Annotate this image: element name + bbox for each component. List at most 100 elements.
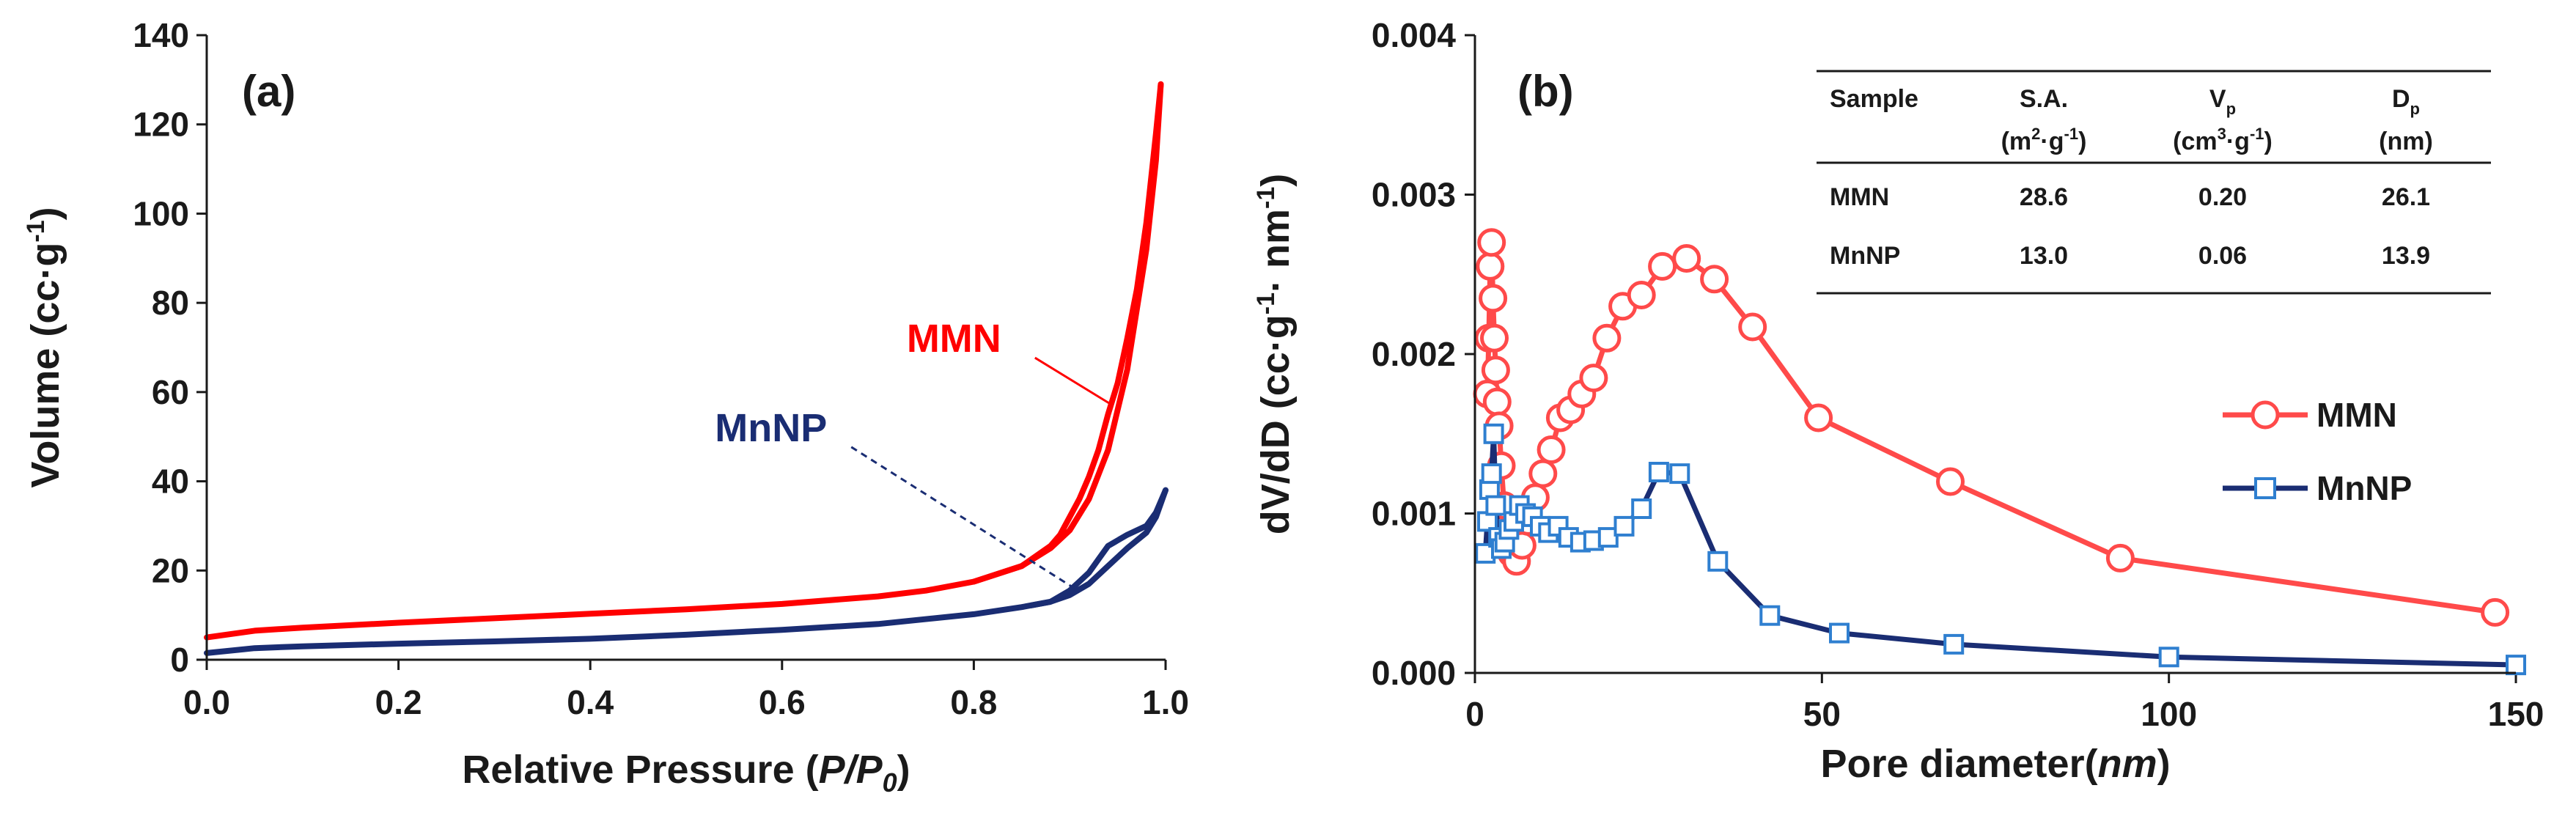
mmn-data-point [1700, 265, 1729, 294]
mnnp-adsorption-curve [204, 487, 1169, 656]
mmn-data-point [1537, 435, 1566, 464]
panel-a-y-tick-label: 20 [152, 551, 189, 589]
table-row-mmn-sa: 28.6 [2020, 183, 2068, 211]
table-row-mnnp-vp: 0.06 [2198, 242, 2247, 270]
panel-a-x-tick-label: 0.2 [375, 683, 422, 721]
panel-a-x-tick-label: 0.8 [950, 683, 997, 721]
panel-b-x-tick-label: 100 [2141, 695, 2197, 733]
vp-sub: p [2226, 100, 2236, 118]
mnnp-annotation-label: MnNP [715, 406, 827, 450]
panel-a-ylabel-sup: -1 [22, 220, 50, 242]
panel-b-ylabel-close: ) [1254, 174, 1298, 187]
panel-a-xlabel-sub: 0 [883, 767, 897, 798]
mnnp-data-point [1943, 633, 1965, 655]
sa-unit-sup2: -1 [2064, 125, 2079, 143]
legend-mmn-marker [2251, 400, 2280, 430]
mmn-data-point [1481, 356, 1510, 385]
vp-main: V [2209, 85, 2226, 113]
legend-mmn-label: MMN [2316, 396, 2397, 434]
panel-b-x-axis-title: Pore diameter(nm) [1820, 742, 2170, 786]
mmn-data-point [1528, 459, 1558, 488]
mmn-data-point [1479, 284, 1508, 313]
panel-a-y-tick-label: 40 [152, 463, 189, 501]
mmn-data-point [1648, 251, 1677, 281]
panel-a-x-tick-label: 0.0 [183, 683, 230, 721]
mnnp-desorption-curve [1028, 487, 1169, 608]
mmn-data-point [1804, 403, 1833, 432]
mnnp-data-point [1631, 498, 1652, 519]
panel-a-ticks: 0.0 0.2 0.4 0.6 0.8 1.0 0 20 40 60 80 100 120 140 [133, 16, 1189, 721]
panel-b-ylabel-mid: · nm [1254, 209, 1298, 292]
mnnp-data-point [1597, 527, 1619, 548]
table-header-dp-unit: (nm) [2379, 128, 2433, 155]
panel-a-curves [204, 81, 1169, 656]
legend-mnnp-marker [2254, 477, 2276, 499]
sa-unit-sup1: 2 [2031, 125, 2040, 143]
mnnp-data-point [1829, 622, 1850, 644]
panel-b-ticks: 0 50 100 150 0.000 0.001 0.002 0.003 0.004 [1372, 16, 2544, 733]
table-header-vp-unit: (cm3·g-1) [2173, 125, 2273, 155]
panel-b-y-axis-title: dV/dD (cc·g-1· nm-1) [1252, 174, 1298, 534]
panel-b-xlabel-italic: nm [2098, 742, 2157, 786]
mnnp-data-point [1759, 605, 1781, 626]
mmn-data-point [1738, 312, 1767, 342]
panel-b-pore-size-chart: 0 50 100 150 0.000 0.001 0.002 0.003 0.004 (b) S… [1252, 16, 2544, 786]
panel-a-y-tick-label: 120 [133, 106, 189, 144]
properties-table: Sample S.A. (m2·g-1) Vp (cm3·g-1) Dp (nm… [1817, 70, 2491, 295]
panel-b-y-tick-label: 0.003 [1372, 176, 1456, 214]
table-row-mnnp-sa: 13.0 [2020, 242, 2068, 270]
dp-main: D [2392, 85, 2410, 113]
sa-unit-open: (m [2001, 128, 2032, 155]
panel-b-xlabel-text: Pore diameter( [1820, 742, 2097, 786]
panel-b-xlabel-close: ) [2157, 742, 2171, 786]
panel-a-xlabel-text: Relative Pressure ( [462, 748, 818, 792]
table-row-mmn-dp: 26.1 [2382, 183, 2430, 211]
panel-a-x-tick-label: 1.0 [1142, 683, 1189, 721]
panel-a-isotherm-chart: 0.0 0.2 0.4 0.6 0.8 1.0 0 20 40 60 80 100 120 140 (a)… [22, 16, 1189, 798]
table-header-dp: Dp [2392, 85, 2420, 118]
panel-b-ylabel-text: dV/dD (cc·g [1254, 314, 1298, 534]
mnnp-data-point [1481, 463, 1502, 485]
table-row-mnnp-dp: 13.9 [2382, 242, 2430, 270]
panel-a-ylabel-close: ) [23, 207, 67, 220]
mnnp-data-point [1707, 551, 1729, 572]
panel-b-ylabel-sup2: -1 [1252, 187, 1280, 209]
panel-a-x-tick-label: 0.6 [759, 683, 806, 721]
panel-b-x-tick-label: 150 [2488, 695, 2544, 733]
panel-b-x-tick-label: 0 [1465, 695, 1484, 733]
table-header-sa: S.A. [2020, 85, 2068, 113]
panel-b-y-tick-label: 0.000 [1372, 654, 1456, 692]
vp-unit-mid: ·g [2226, 128, 2250, 155]
panel-a-x-tick-label: 0.4 [567, 683, 614, 721]
panel-a-y-tick-label: 80 [152, 284, 189, 322]
mnnp-data-point [1613, 515, 1635, 537]
mnnp-pointer-line [850, 446, 1075, 589]
mmn-annotation-label: MMN [907, 317, 1001, 361]
dp-sub: p [2410, 100, 2420, 118]
panel-b-y-tick-label: 0.002 [1372, 335, 1456, 373]
panel-a-y-tick-label: 60 [152, 373, 189, 411]
mnnp-data-point [1648, 462, 1669, 482]
panel-b-curves [1473, 228, 2526, 676]
panel-a-y-tick-label: 0 [170, 641, 189, 679]
panel-a-label: (a) [242, 67, 295, 116]
table-header-sample: Sample [1830, 85, 1918, 113]
legend-mnnp-label: MnNP [2316, 469, 2412, 507]
panel-b-x-tick-label: 50 [1803, 695, 1841, 733]
mmn-data-point [1579, 364, 1608, 393]
panel-a-x-axis-title: Relative Pressure (P/P0) [462, 748, 910, 798]
vp-unit-open: (cm [2173, 128, 2217, 155]
mnnp-data-point [1485, 495, 1506, 516]
panel-a-y-tick-label: 100 [133, 194, 189, 232]
panel-a-y-axis-title: Volume (cc·g-1) [22, 207, 67, 487]
table-header-sa-unit: (m2·g-1) [2001, 125, 2087, 155]
sa-unit-mid: ·g [2040, 128, 2064, 155]
vp-unit-close: ) [2264, 128, 2273, 155]
panel-b-label: (b) [1517, 67, 1574, 116]
mmn-desorption-curve [971, 81, 1164, 585]
mmn-data-point [1480, 323, 1509, 353]
mmn-data-point [1482, 387, 1512, 416]
mmn-data-point [1477, 228, 1506, 257]
panel-a-ylabel-text: Volume (cc·g [23, 243, 67, 488]
